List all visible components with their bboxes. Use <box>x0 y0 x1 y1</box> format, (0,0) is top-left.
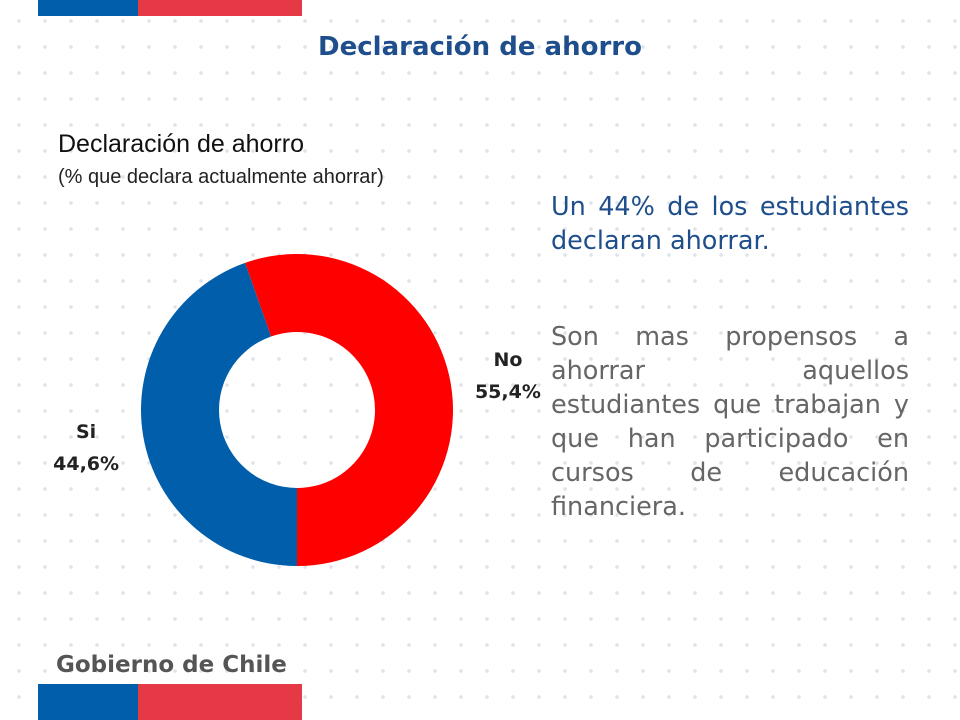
donut-chart: No 55,4% Si 44,6% <box>53 254 541 566</box>
bottom-bar-red-segment <box>138 684 302 720</box>
slice-value-si: 44,6% <box>53 453 119 475</box>
chart-title: Declaración de ahorro <box>58 130 304 158</box>
bottom-brand-bar <box>38 684 302 720</box>
donut-slice-si <box>140 262 297 566</box>
top-bar-blue-segment <box>38 0 138 16</box>
page-title: Declaración de ahorro <box>318 32 642 62</box>
bottom-bar-blue-segment <box>38 684 138 720</box>
slice-label-si: Si <box>76 421 96 443</box>
slice-value-no: 55,4% <box>475 381 541 403</box>
top-bar-red-segment <box>138 0 302 16</box>
top-brand-bar <box>38 0 302 16</box>
donut-slice-no <box>245 254 453 566</box>
gobierno-logo-text: Gobierno de Chile <box>56 652 287 678</box>
chart-subtitle: (% que declara actualmente ahorrar) <box>58 166 384 188</box>
detail-text: Son mas propensos a ahorrar aquellos est… <box>551 322 909 522</box>
summary-text: Un 44% de los estudiantes declaran ahorr… <box>551 192 909 256</box>
slice-label-no: No <box>493 349 522 371</box>
